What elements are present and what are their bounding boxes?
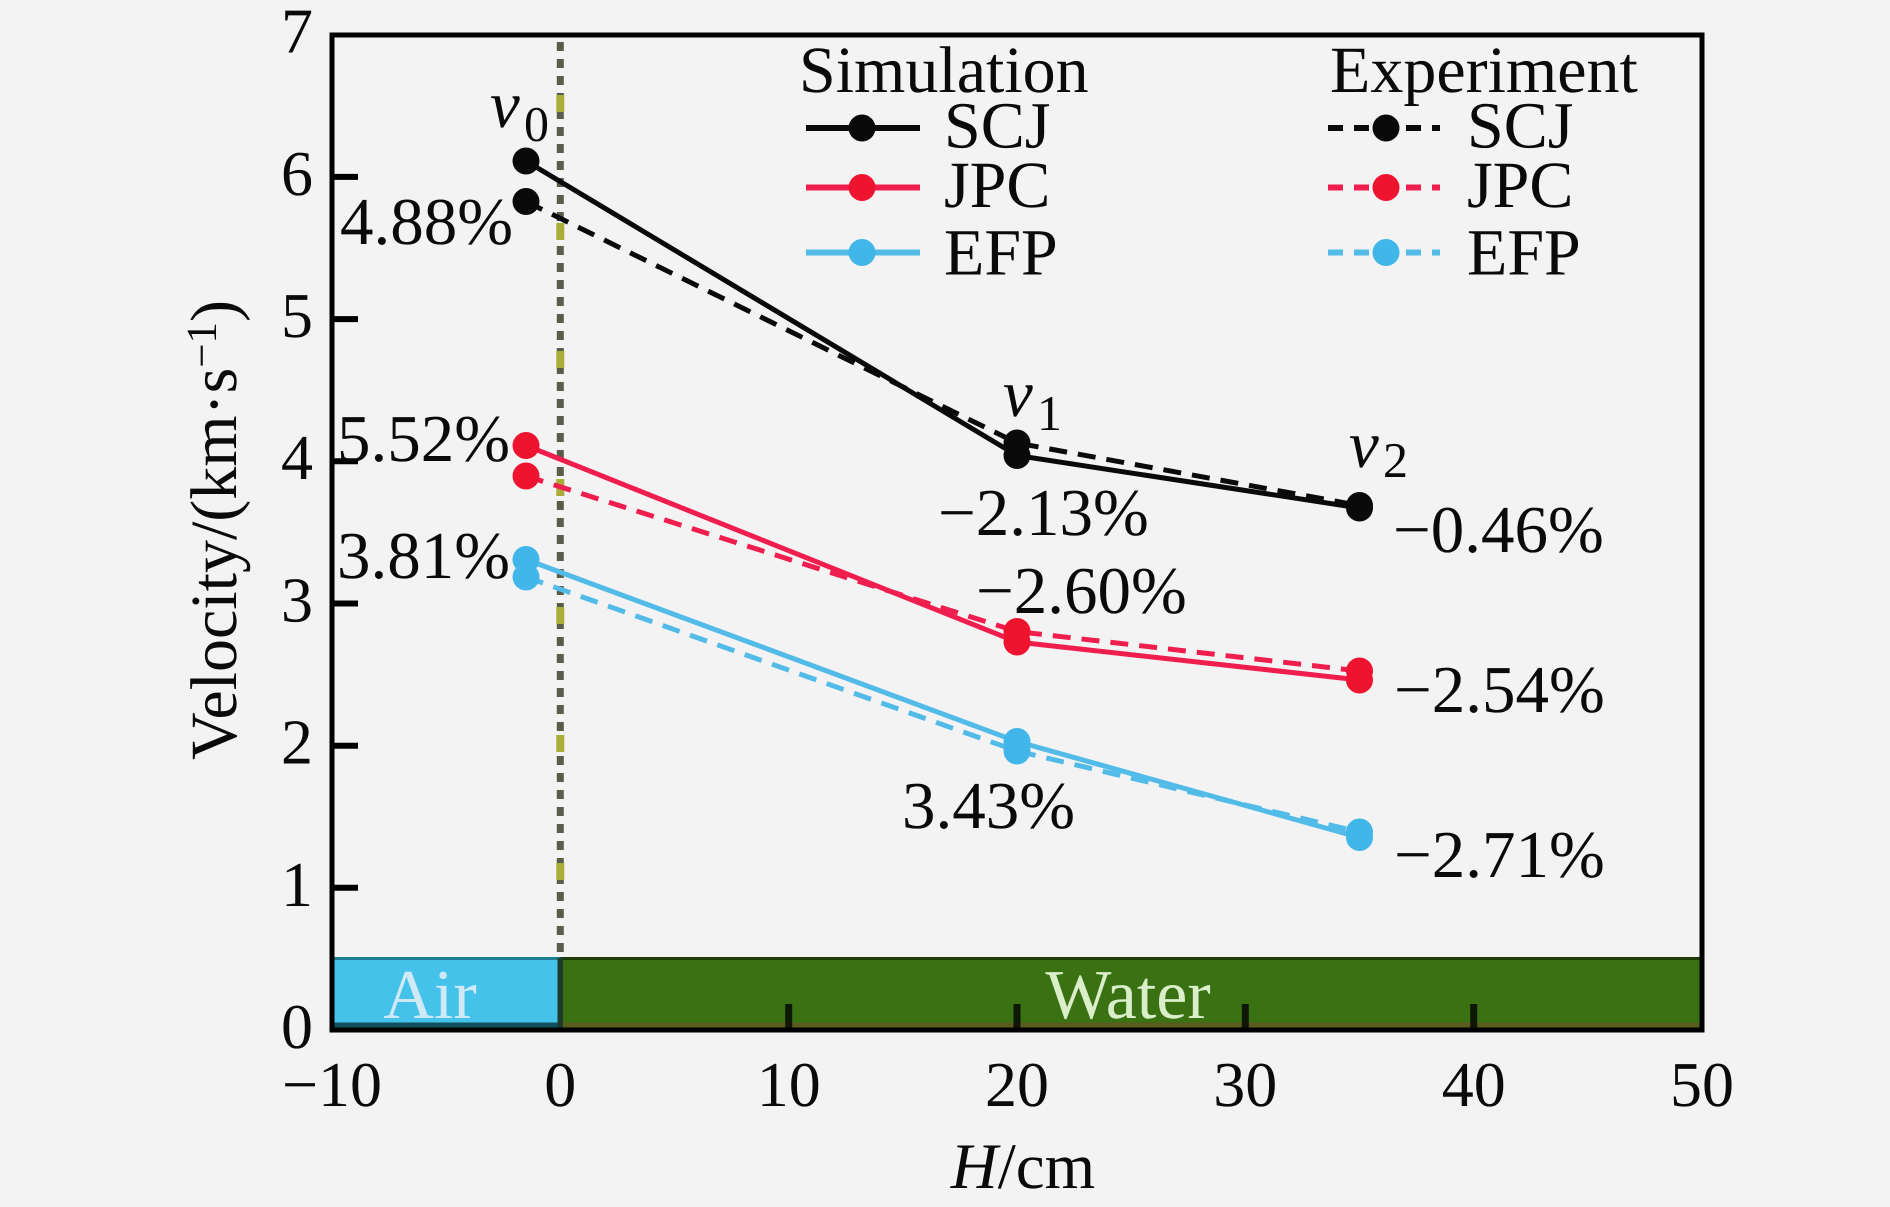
svg-text:−2.54%: −2.54% bbox=[1394, 653, 1605, 727]
svg-text:v: v bbox=[490, 68, 520, 142]
svg-text:3: 3 bbox=[281, 565, 313, 636]
svg-text:4: 4 bbox=[281, 422, 313, 493]
svg-text:JPC: JPC bbox=[1467, 149, 1573, 222]
svg-text:Air: Air bbox=[383, 957, 476, 1034]
svg-text:−2.13%: −2.13% bbox=[938, 476, 1149, 550]
svg-text:−2.60%: −2.60% bbox=[976, 554, 1187, 628]
svg-text:v: v bbox=[1003, 357, 1033, 431]
svg-text:0: 0 bbox=[281, 991, 313, 1062]
svg-text:−2.71%: −2.71% bbox=[1394, 818, 1605, 892]
svg-text:H/cm: H/cm bbox=[950, 1131, 1095, 1203]
svg-text:Simulation: Simulation bbox=[799, 34, 1089, 107]
svg-text:v: v bbox=[1349, 408, 1379, 482]
svg-text:SCJ: SCJ bbox=[944, 90, 1050, 163]
svg-text:40: 40 bbox=[1442, 1049, 1506, 1120]
svg-text:EFP: EFP bbox=[1467, 217, 1581, 290]
svg-text:−10: −10 bbox=[282, 1049, 382, 1120]
svg-text:0: 0 bbox=[544, 1049, 576, 1120]
svg-text:SCJ: SCJ bbox=[1467, 90, 1573, 163]
svg-text:7: 7 bbox=[281, 0, 313, 67]
svg-text:10: 10 bbox=[757, 1049, 821, 1120]
svg-text:6: 6 bbox=[281, 138, 313, 209]
svg-text:20: 20 bbox=[985, 1049, 1049, 1120]
svg-text:0: 0 bbox=[524, 96, 549, 152]
svg-text:Experiment: Experiment bbox=[1330, 34, 1638, 107]
svg-text:EFP: EFP bbox=[944, 217, 1058, 290]
svg-text:Velocity/(km·s−1): Velocity/(km·s−1) bbox=[178, 300, 251, 760]
svg-text:1: 1 bbox=[1037, 385, 1062, 441]
svg-text:50: 50 bbox=[1670, 1049, 1734, 1120]
svg-text:3.81%: 3.81% bbox=[337, 519, 510, 593]
svg-text:2: 2 bbox=[1383, 432, 1408, 488]
svg-text:5: 5 bbox=[281, 280, 313, 351]
svg-text:JPC: JPC bbox=[944, 149, 1050, 222]
svg-text:−0.46%: −0.46% bbox=[1393, 493, 1604, 567]
svg-text:1: 1 bbox=[281, 849, 313, 920]
svg-text:3.43%: 3.43% bbox=[902, 769, 1075, 843]
svg-text:5.52%: 5.52% bbox=[337, 402, 510, 476]
svg-text:30: 30 bbox=[1213, 1049, 1277, 1120]
svg-text:Water: Water bbox=[1045, 957, 1210, 1034]
svg-text:2: 2 bbox=[281, 707, 313, 778]
svg-text:4.88%: 4.88% bbox=[340, 185, 513, 259]
